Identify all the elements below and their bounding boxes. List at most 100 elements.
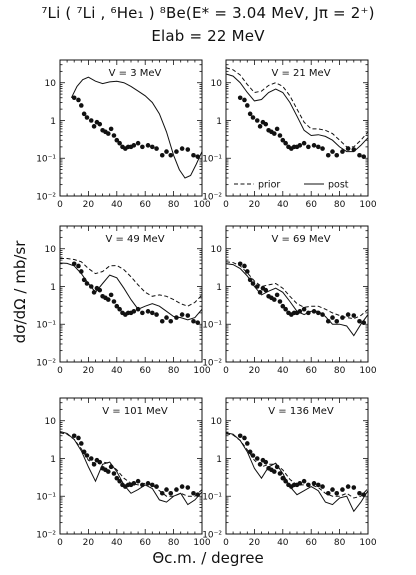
data-point bbox=[114, 137, 120, 143]
data-point bbox=[340, 487, 345, 492]
data-point bbox=[145, 481, 151, 486]
post-curve bbox=[226, 432, 368, 513]
data-point bbox=[257, 462, 263, 467]
panel-frame bbox=[225, 397, 369, 535]
data-point bbox=[351, 147, 357, 152]
x-tick-label: 100 bbox=[359, 200, 376, 210]
data-point bbox=[84, 115, 90, 120]
y-tick-label: 10⁻¹ bbox=[202, 493, 222, 503]
data-point bbox=[81, 449, 87, 455]
data-point bbox=[168, 152, 174, 158]
y-tick-label: 10⁻² bbox=[36, 193, 56, 203]
data-point bbox=[316, 144, 321, 150]
chart-panel: 0 20 40 60 80 100 10⁻² 10⁻¹ 1 10 V = 49 MeV bbox=[36, 225, 211, 376]
data-point bbox=[88, 456, 94, 461]
data-point bbox=[91, 462, 97, 467]
y-tick-label: 1 bbox=[50, 283, 56, 293]
data-point bbox=[311, 309, 317, 314]
panel-data bbox=[60, 258, 202, 325]
y-tick-label: 10⁻¹ bbox=[36, 493, 56, 503]
x-tick-label: 60 bbox=[139, 538, 151, 548]
panel-label: V = 49 MeV bbox=[105, 234, 164, 245]
data-point bbox=[135, 478, 141, 484]
data-point bbox=[117, 306, 122, 312]
data-point bbox=[301, 140, 307, 146]
post-curve bbox=[60, 431, 202, 506]
x-tick-label: 60 bbox=[305, 200, 317, 210]
panel-label: V = 69 MeV bbox=[271, 234, 330, 245]
data-point bbox=[150, 482, 155, 488]
x-tick-label: 20 bbox=[249, 200, 261, 210]
post-curve bbox=[226, 73, 368, 153]
data-point bbox=[76, 97, 81, 103]
x-tick-label: 80 bbox=[168, 200, 180, 210]
data-point bbox=[145, 143, 151, 148]
x-tick-label: 20 bbox=[83, 538, 95, 548]
x-tick-label: 20 bbox=[83, 366, 95, 376]
data-point bbox=[306, 482, 311, 488]
data-point bbox=[274, 464, 280, 470]
x-tick-label: 20 bbox=[249, 366, 261, 376]
data-point bbox=[274, 292, 280, 298]
data-point bbox=[320, 146, 325, 151]
data-point bbox=[340, 149, 345, 154]
data-point bbox=[154, 146, 159, 151]
data-point bbox=[283, 478, 288, 484]
panel-frame bbox=[59, 397, 203, 535]
data-point bbox=[135, 306, 141, 312]
data-point bbox=[325, 152, 331, 158]
data-point bbox=[297, 143, 303, 148]
data-point bbox=[179, 146, 185, 151]
data-point bbox=[325, 318, 331, 324]
chart-panel: 0 20 40 60 80 100 10⁻² 10⁻¹ 1 10 V = 69 MeV bbox=[202, 225, 377, 376]
data-point bbox=[237, 261, 243, 267]
data-point bbox=[88, 284, 94, 289]
data-point bbox=[97, 121, 103, 127]
legend-label: post bbox=[328, 180, 349, 191]
chart-title: ⁷Li ( ⁷Li , ⁶He₁ ) ⁸Be(E* = 3.04 MeV, Jπ… bbox=[41, 4, 375, 22]
data-point bbox=[263, 287, 269, 293]
data-point bbox=[242, 97, 247, 103]
x-tick-label: 0 bbox=[223, 366, 229, 376]
data-point bbox=[345, 146, 351, 151]
data-point bbox=[185, 147, 191, 152]
y-tick-label: 1 bbox=[50, 117, 56, 127]
panel-label: V = 101 MeV bbox=[102, 406, 168, 417]
data-point bbox=[242, 263, 247, 269]
data-point bbox=[254, 456, 260, 461]
data-point bbox=[320, 484, 325, 489]
y-tick-label: 10⁻² bbox=[36, 359, 56, 369]
data-point bbox=[140, 482, 145, 488]
panel-label: V = 3 MeV bbox=[109, 68, 162, 79]
data-point bbox=[361, 492, 367, 497]
panel-data bbox=[226, 67, 368, 159]
data-point bbox=[111, 133, 117, 138]
data-point bbox=[97, 459, 103, 465]
data-point bbox=[263, 121, 269, 127]
data-point bbox=[250, 453, 256, 458]
data-point bbox=[280, 137, 286, 143]
data-point bbox=[131, 481, 137, 486]
data-point bbox=[105, 131, 111, 136]
data-point bbox=[297, 481, 303, 486]
panel-data bbox=[226, 261, 368, 337]
x-tick-label: 40 bbox=[277, 200, 289, 210]
panel-data bbox=[226, 432, 368, 513]
data-point bbox=[306, 310, 311, 316]
data-point bbox=[84, 453, 90, 458]
data-point bbox=[195, 154, 201, 159]
data-point bbox=[71, 261, 77, 267]
y-tick-label: 1 bbox=[216, 455, 222, 465]
data-point bbox=[71, 95, 77, 101]
data-point bbox=[245, 103, 250, 108]
data-point bbox=[334, 318, 340, 324]
data-point bbox=[361, 154, 367, 159]
data-point bbox=[174, 149, 179, 154]
chart-panel: 0 20 40 60 80 100 10⁻² 10⁻¹ 1 10 V = 3 MeV bbox=[36, 59, 211, 210]
data-point bbox=[71, 433, 77, 439]
y-tick-label: 10⁻¹ bbox=[36, 321, 56, 331]
data-point bbox=[164, 487, 169, 492]
data-point bbox=[357, 152, 362, 158]
panel-label: V = 21 MeV bbox=[271, 68, 330, 79]
x-tick-label: 0 bbox=[223, 200, 229, 210]
